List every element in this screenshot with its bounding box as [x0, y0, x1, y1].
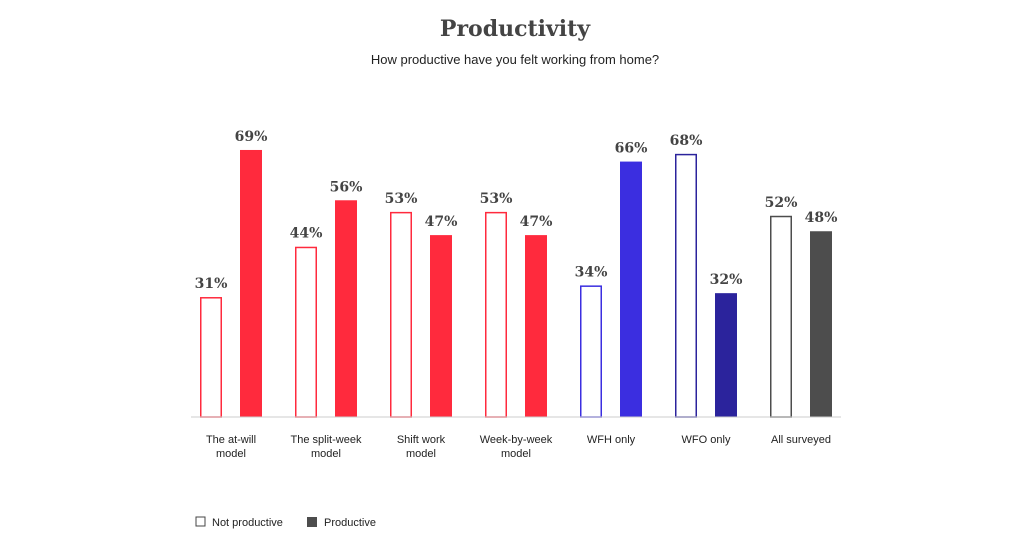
- legend: Not productive Productive: [195, 516, 376, 529]
- legend-swatch-productive: [307, 517, 317, 527]
- legend-label-productive: Productive: [324, 517, 376, 529]
- value-label-not-productive-5: 68%: [670, 133, 703, 149]
- bar-not-productive-5: [675, 153, 697, 418]
- category-label-0: The at-will model: [206, 434, 256, 460]
- bar-productive-3: [525, 235, 547, 417]
- bar-groups: 31% 69% The at-will model 44% 56% The split-we…: [195, 129, 838, 460]
- value-label-not-productive-4: 34%: [575, 264, 608, 280]
- bar-not-productive-1: [295, 246, 317, 418]
- value-label-productive-1: 56%: [330, 179, 363, 195]
- bar-productive-4: [620, 161, 642, 417]
- bar-productive-5: [715, 293, 737, 417]
- value-label-not-productive-0: 31%: [195, 276, 228, 292]
- bar-productive-1: [335, 200, 357, 417]
- value-label-not-productive-2: 53%: [385, 191, 418, 207]
- value-label-not-productive-1: 44%: [290, 226, 323, 242]
- legend-swatch-not-productive: [195, 516, 206, 527]
- value-label-productive-6: 48%: [805, 210, 838, 226]
- value-label-productive-3: 47%: [520, 214, 553, 230]
- category-label-4: WFH only: [587, 434, 636, 446]
- category-label-6: All surveyed: [771, 434, 831, 446]
- bar-not-productive-3: [485, 211, 507, 418]
- chart-title: Productivity: [440, 16, 591, 42]
- bar-productive-6: [810, 231, 832, 417]
- value-label-not-productive-3: 53%: [480, 191, 513, 207]
- bar-not-productive-4: [580, 285, 602, 418]
- value-label-productive-4: 66%: [615, 141, 648, 157]
- legend-label-not-productive: Not productive: [212, 517, 283, 529]
- value-label-productive-0: 69%: [235, 129, 268, 145]
- value-label-productive-2: 47%: [425, 214, 458, 230]
- bar-productive-2: [430, 235, 452, 417]
- value-label-not-productive-6: 52%: [765, 195, 798, 211]
- category-label-3: Week-by-week model: [480, 434, 553, 460]
- category-label-2: Shift work model: [397, 434, 446, 460]
- category-label-1: The split-week model: [291, 434, 362, 460]
- bar-not-productive-0: [200, 297, 222, 418]
- bar-not-productive-6: [770, 215, 792, 418]
- bar-productive-0: [240, 149, 262, 417]
- category-label-5: WFO only: [682, 434, 731, 446]
- bar-not-productive-2: [390, 211, 412, 418]
- chart-subtitle: How productive have you felt working fro…: [371, 52, 659, 67]
- value-label-productive-5: 32%: [710, 272, 743, 288]
